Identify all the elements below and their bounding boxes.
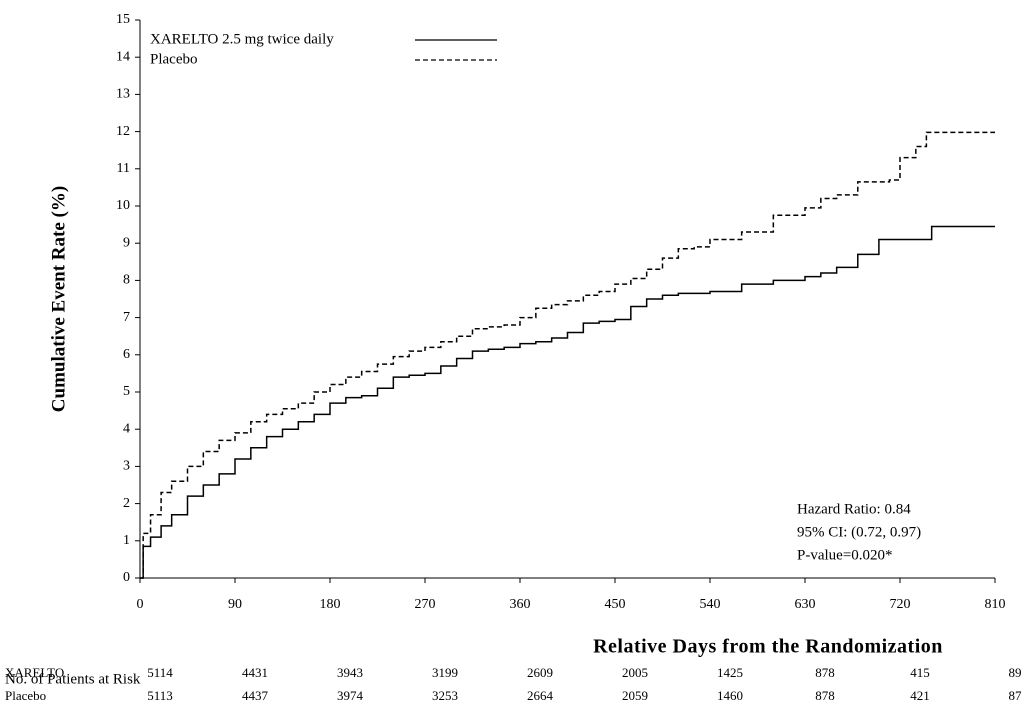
y-tick-label: 8 xyxy=(123,273,130,288)
y-tick-label: 0 xyxy=(123,570,130,585)
y-tick-label: 6 xyxy=(123,347,130,362)
series-line xyxy=(140,131,995,579)
risk-count: 2609 xyxy=(527,665,553,680)
y-tick-label: 15 xyxy=(116,12,130,27)
risk-row-label: XARELTO xyxy=(5,665,64,680)
risk-count: 878 xyxy=(815,688,835,703)
risk-count: 3199 xyxy=(432,665,458,680)
y-tick-label: 12 xyxy=(116,124,130,139)
risk-table-title: No. of Patients at Risk xyxy=(5,671,141,687)
x-axis-title: Relative Days from the Randomization xyxy=(593,636,943,658)
risk-count: 421 xyxy=(910,688,930,703)
risk-count: 415 xyxy=(910,665,930,680)
x-tick-label: 0 xyxy=(137,597,144,612)
annotation: Hazard Ratio: 0.84 xyxy=(797,501,911,517)
y-tick-label: 10 xyxy=(116,198,130,213)
risk-count: 3974 xyxy=(337,688,364,703)
x-tick-label: 360 xyxy=(510,597,531,612)
risk-row-label: Placebo xyxy=(5,688,46,703)
x-tick-label: 270 xyxy=(415,597,436,612)
y-tick-label: 11 xyxy=(117,161,130,176)
legend-label: XARELTO 2.5 mg twice daily xyxy=(150,31,334,47)
x-tick-label: 90 xyxy=(228,597,242,612)
risk-count: 2005 xyxy=(622,665,648,680)
series-line xyxy=(140,225,995,579)
annotation: 95% CI: (0.72, 0.97) xyxy=(797,524,921,540)
y-tick-label: 5 xyxy=(123,384,130,399)
risk-count: 87 xyxy=(1009,688,1023,703)
x-tick-label: 180 xyxy=(320,597,341,612)
annotation: P-value=0.020* xyxy=(797,547,893,563)
y-tick-label: 3 xyxy=(123,459,130,474)
risk-count: 5114 xyxy=(147,665,173,680)
risk-count: 2664 xyxy=(527,688,554,703)
x-tick-label: 630 xyxy=(795,597,816,612)
y-tick-label: 4 xyxy=(123,421,130,436)
risk-count: 2059 xyxy=(622,688,648,703)
y-tick-label: 9 xyxy=(123,235,130,250)
x-tick-label: 720 xyxy=(890,597,911,612)
risk-count: 4437 xyxy=(242,688,269,703)
y-tick-label: 7 xyxy=(123,310,130,325)
risk-count: 878 xyxy=(815,665,835,680)
risk-count: 1460 xyxy=(717,688,743,703)
risk-count: 5113 xyxy=(147,688,173,703)
risk-count: 1425 xyxy=(717,665,743,680)
risk-count: 4431 xyxy=(242,665,268,680)
y-tick-label: 1 xyxy=(123,533,130,548)
risk-count: 3253 xyxy=(432,688,458,703)
x-tick-label: 540 xyxy=(700,597,721,612)
legend-label: Placebo xyxy=(150,51,197,67)
risk-count: 3943 xyxy=(337,665,363,680)
y-tick-label: 2 xyxy=(123,496,130,511)
x-tick-label: 450 xyxy=(605,597,626,612)
y-tick-label: 14 xyxy=(116,49,130,64)
y-axis-title: Cumulative Event Rate (%) xyxy=(48,186,69,412)
risk-count: 89 xyxy=(1009,665,1022,680)
x-tick-label: 810 xyxy=(985,597,1006,612)
y-tick-label: 13 xyxy=(116,87,130,102)
